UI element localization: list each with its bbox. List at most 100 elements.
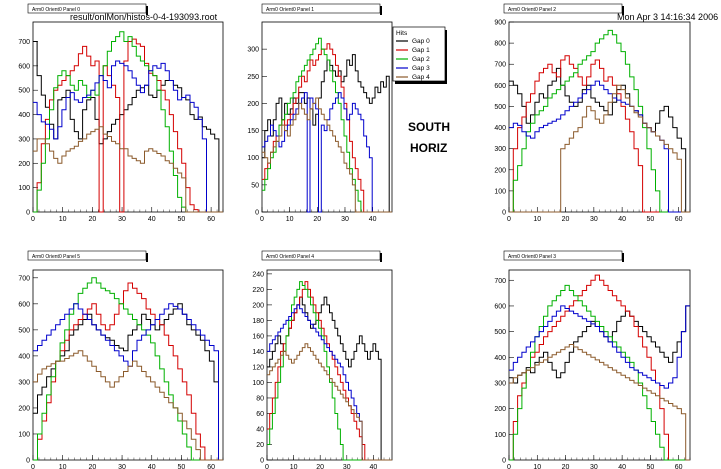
y-tick-label: 160 (252, 333, 264, 340)
series-gap-3 (33, 60, 223, 213)
panel-title-text: Arm0 Orient0 Panel 1 (266, 7, 314, 13)
x-tick-label: 10 (59, 464, 67, 469)
y-tick-label: 100 (494, 432, 506, 439)
legend-entry: Gap 3 (412, 65, 430, 72)
legend-entry: Gap 2 (412, 56, 430, 63)
y-tick-label: 0 (260, 458, 264, 465)
y-tick-label: 300 (18, 379, 30, 386)
y-tick-label: 40 (256, 426, 264, 433)
series-gap-2 (33, 31, 223, 213)
series-gap-3 (509, 305, 690, 389)
x-tick-label: 0 (260, 216, 264, 223)
x-tick-label: 40 (369, 216, 377, 223)
y-tick-label: 700 (494, 278, 506, 285)
series-gap-3 (33, 303, 223, 461)
panel-title-text: Arm0 Orient0 Panel 0 (32, 7, 80, 13)
series-gap-0 (509, 67, 690, 213)
file-path-label: result/onlMon/histos-0-4-193093.root (70, 12, 218, 22)
series-gap-2 (33, 277, 223, 461)
x-tick-label: 30 (118, 464, 126, 469)
series-gap-4 (33, 350, 223, 461)
y-tick-label: 700 (494, 62, 506, 69)
panel-title-text: Arm0 Orient0 Panel 4 (266, 254, 314, 260)
panel-title: Arm0 Orient0 Panel 2 (503, 3, 624, 15)
x-tick-label: 60 (207, 464, 215, 469)
x-tick-label: 20 (88, 464, 96, 469)
y-tick-label: 100 (247, 155, 259, 162)
y-tick-label: 50 (251, 182, 259, 189)
x-tick-label: 40 (148, 216, 156, 223)
series-gap-0 (33, 303, 223, 461)
histogram-panel-0: Arm0 Orient0 Panel 00 10 20 30 40 50 600100200… (18, 3, 224, 223)
y-tick-label: 100 (252, 380, 264, 387)
series-gap-3 (509, 80, 690, 213)
y-tick-label: 100 (494, 188, 506, 195)
plot-frame (261, 21, 393, 213)
y-tick-label: 0 (26, 458, 30, 465)
series-gap-2 (509, 29, 690, 213)
x-tick-label: 0 (507, 216, 511, 223)
series-gap-2 (262, 37, 392, 213)
histogram-panel-2: Arm0 Orient0 Panel 20 10 20 30 40 50 600100200… (494, 3, 691, 223)
x-tick-label: 30 (118, 216, 126, 223)
x-tick-label: 0 (31, 464, 35, 469)
x-tick-label: 40 (618, 464, 626, 469)
y-tick-label: 150 (247, 128, 259, 135)
y-tick-label: 400 (494, 125, 506, 132)
series-gap-2 (509, 284, 690, 461)
x-tick-label: 50 (647, 216, 655, 223)
y-tick-label: 600 (18, 63, 30, 70)
legend-entry: Gap 1 (412, 47, 430, 54)
x-tick-label: 60 (675, 216, 683, 223)
panel-title: Arm0 Orient0 Panel 4 (261, 250, 382, 262)
legend: Hits Gap 0 Gap 1 Gap 2 Gap 3 Gap 4 (392, 26, 447, 84)
x-tick-label: 20 (562, 216, 570, 223)
x-tick-label: 30 (343, 464, 351, 469)
y-tick-label: 250 (247, 74, 259, 81)
x-tick-label: 60 (675, 464, 683, 469)
x-tick-label: 20 (562, 464, 570, 469)
x-tick-label: 10 (59, 216, 67, 223)
y-tick-label: 220 (252, 287, 264, 294)
legend-entry: Gap 0 (412, 38, 430, 45)
y-tick-label: 0 (502, 210, 506, 217)
series-gap-3 (262, 92, 392, 213)
y-tick-label: 200 (494, 406, 506, 413)
y-tick-label: 300 (18, 136, 30, 143)
x-tick-label: 30 (590, 216, 598, 223)
y-tick-label: 0 (255, 210, 259, 217)
y-tick-label: 600 (18, 301, 30, 308)
plot-frame (266, 269, 393, 461)
y-tick-label: 800 (494, 41, 506, 48)
series-gap-1 (509, 274, 690, 461)
x-tick-label: 0 (31, 216, 35, 223)
panel-title-text: Arm0 Orient0 Panel 2 (508, 7, 556, 13)
y-tick-label: 400 (494, 355, 506, 362)
y-tick-label: 500 (494, 329, 506, 336)
y-tick-label: 0 (26, 210, 30, 217)
y-tick-label: 200 (247, 101, 259, 108)
histogram-panel-5: Arm0 Orient0 Panel 30 10 20 30 40 50 600100200… (494, 250, 691, 469)
y-tick-label: 80 (256, 395, 264, 402)
histogram-panel-3: Arm0 Orient0 Panel 50 10 20 30 40 50 600100200… (18, 250, 224, 469)
annotation-horiz: HORIZ (410, 141, 447, 155)
plot-frame (508, 21, 691, 213)
y-tick-label: 0 (502, 458, 506, 465)
y-tick-label: 300 (494, 380, 506, 387)
x-tick-label: 30 (590, 464, 598, 469)
y-tick-label: 500 (18, 88, 30, 95)
y-tick-label: 600 (494, 303, 506, 310)
series-gap-1 (33, 282, 223, 461)
x-tick-label: 10 (290, 464, 298, 469)
y-tick-label: 700 (18, 275, 30, 282)
panel-title: Arm0 Orient0 Panel 3 (503, 250, 624, 262)
x-tick-label: 0 (507, 464, 511, 469)
panel-title: Arm0 Orient0 Panel 1 (261, 3, 382, 15)
series-gap-4 (267, 343, 392, 461)
x-tick-label: 20 (316, 464, 324, 469)
series-gap-4 (262, 97, 392, 213)
y-tick-label: 140 (252, 349, 264, 356)
y-tick-label: 200 (252, 302, 264, 309)
y-tick-label: 200 (18, 405, 30, 412)
